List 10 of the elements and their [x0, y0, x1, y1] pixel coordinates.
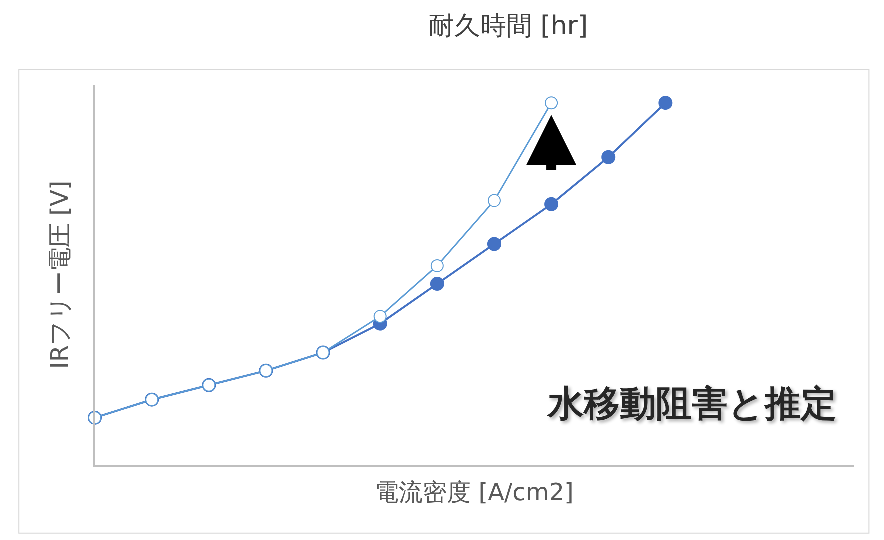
point: [658, 96, 673, 110]
y-axis-title: IRフリー電圧 [V]: [46, 180, 74, 370]
point: [602, 150, 616, 164]
chart-title: 耐久時間 [hr]: [428, 11, 588, 42]
point: [487, 237, 502, 252]
point: [544, 197, 559, 212]
point: [430, 277, 444, 292]
x-axis-title: 電流密度 [A/cm2]: [375, 478, 574, 507]
annotation: 水移動阻害と推定: [547, 384, 837, 425]
point: [374, 310, 387, 324]
